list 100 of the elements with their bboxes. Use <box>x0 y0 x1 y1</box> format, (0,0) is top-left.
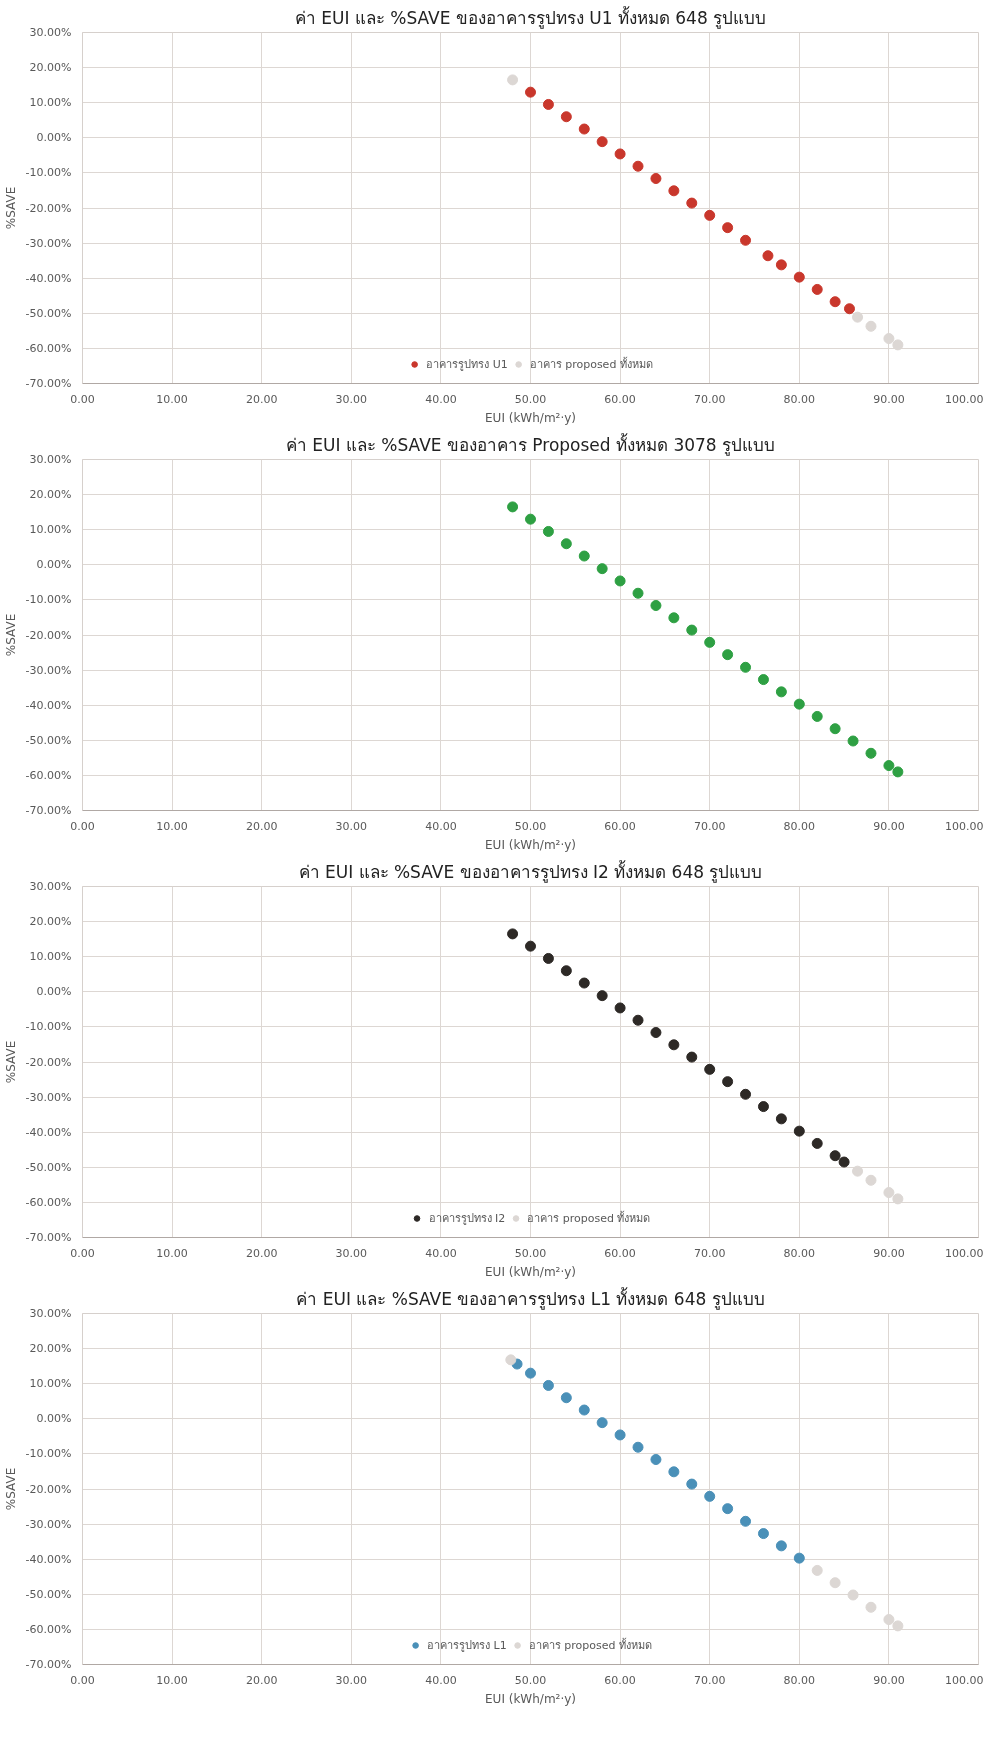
chart-title: ค่า EUI และ %SAVE ของอาคารรูปทรง U1 ทั้งหมด 648 รูปแบบ <box>294 5 767 29</box>
point <box>596 563 608 575</box>
x-tick-label: 40.00 <box>425 819 457 833</box>
point <box>578 123 590 135</box>
point <box>560 965 572 977</box>
x-tick-label: 0.00 <box>70 392 95 406</box>
point <box>650 600 662 612</box>
point <box>668 1466 680 1478</box>
point <box>704 1063 716 1075</box>
x-tick-label: 0.00 <box>70 1246 95 1260</box>
point <box>892 339 904 351</box>
y-axis-title: %SAVE <box>3 613 18 657</box>
point <box>892 766 904 778</box>
point <box>525 86 536 98</box>
point <box>560 538 572 550</box>
x-tick-label: 90.00 <box>873 1246 905 1260</box>
x-tick-label: 70.00 <box>693 392 726 406</box>
legend-label: อาคาร proposed ทั้งหมด <box>527 1210 651 1227</box>
y-tick-label: 30.00% <box>29 1307 72 1320</box>
point <box>883 760 895 772</box>
point <box>811 283 823 295</box>
x-tick-label: 90.00 <box>873 1673 905 1687</box>
point <box>668 1039 680 1051</box>
point <box>775 1113 787 1125</box>
y-tick-label: -10.00% <box>25 1020 72 1034</box>
point <box>668 185 680 197</box>
y-tick-label: 10.00% <box>29 1377 72 1391</box>
point <box>614 575 626 587</box>
x-tick-label: 90.00 <box>873 819 905 833</box>
point <box>865 320 877 332</box>
x-tick-label: 30.00 <box>335 1246 368 1260</box>
y-tick-label: -60.00% <box>25 1622 72 1636</box>
x-tick-label: 50.00 <box>514 1246 547 1260</box>
y-tick-label: -20.00% <box>25 1482 72 1496</box>
point <box>632 1441 644 1453</box>
y-tick-label: 20.00% <box>29 915 72 929</box>
x-tick-label: 30.00 <box>335 1673 368 1687</box>
x-tick-label: 80.00 <box>783 819 816 833</box>
point <box>542 525 554 537</box>
point <box>542 98 554 110</box>
point <box>865 1174 877 1186</box>
y-tick-label: -30.00% <box>25 236 72 250</box>
point <box>578 1404 590 1416</box>
y-tick-label: 10.00% <box>29 523 72 537</box>
point <box>740 1088 752 1100</box>
y-tick-label: 30.00% <box>29 26 72 39</box>
y-tick-label: 30.00% <box>29 453 72 466</box>
point <box>650 173 662 185</box>
point <box>686 197 698 209</box>
x-tick-label: 20.00 <box>245 392 278 406</box>
y-tick-label: -40.00% <box>25 1125 72 1139</box>
y-tick-label: -50.00% <box>25 306 72 320</box>
legend-label: อาคาร proposed ทั้งหมด <box>529 356 653 373</box>
x-tick-label: 60.00 <box>604 819 636 833</box>
x-tick-label: 100.00 <box>945 1673 984 1687</box>
point <box>650 1027 662 1039</box>
point <box>829 1577 841 1589</box>
x-tick-label: 100.00 <box>945 392 984 406</box>
y-tick-label: -60.00% <box>25 768 72 782</box>
point <box>847 1589 859 1601</box>
y-tick-label: -50.00% <box>25 1587 72 1601</box>
x-tick-label: 100.00 <box>945 1246 984 1260</box>
point <box>757 1528 769 1540</box>
x-tick-label: 10.00 <box>156 819 188 833</box>
x-tick-label: 100.00 <box>945 819 984 833</box>
point <box>757 674 769 686</box>
point <box>542 1379 554 1391</box>
x-tick-label: 80.00 <box>783 1673 816 1687</box>
x-tick-label: 80.00 <box>783 392 816 406</box>
point <box>596 990 608 1002</box>
point <box>686 1478 698 1490</box>
point <box>775 686 787 698</box>
y-tick-label: -70.00% <box>25 377 72 390</box>
point <box>838 1156 850 1168</box>
point <box>507 501 519 513</box>
y-tick-label: -60.00% <box>25 1195 72 1209</box>
x-tick-label: 20.00 <box>245 1673 278 1687</box>
x-tick-label: 40.00 <box>425 1673 457 1687</box>
chart-title: ค่า EUI และ %SAVE ของอาคารรูปทรง I2 ทั้งหมด 648 รูปแบบ <box>298 859 763 883</box>
x-tick-label: 40.00 <box>425 392 457 406</box>
point <box>852 311 864 323</box>
point <box>614 1002 626 1014</box>
point <box>811 710 823 722</box>
y-tick-label: -10.00% <box>25 593 72 607</box>
point <box>525 1367 536 1379</box>
point <box>775 259 787 271</box>
legend-label: อาคารรูปทรง U1 <box>426 357 508 373</box>
chart-title: ค่า EUI และ %SAVE ของอาคาร Proposed ทั้งหมด 3078 รูปแบบ <box>285 432 776 456</box>
y-tick-label: -30.00% <box>25 1090 72 1104</box>
point <box>883 1614 895 1626</box>
x-tick-label: 60.00 <box>604 1673 636 1687</box>
point <box>722 222 734 234</box>
y-tick-label: 0.00% <box>36 558 72 572</box>
y-tick-label: -70.00% <box>25 1231 72 1244</box>
x-tick-label: 50.00 <box>514 1673 547 1687</box>
x-axis-title: EUI (kWh/m²·y) <box>485 1264 576 1279</box>
point <box>843 303 855 315</box>
point <box>507 928 519 940</box>
y-tick-label: 10.00% <box>29 96 72 110</box>
x-axis-title: EUI (kWh/m²·y) <box>485 1691 576 1706</box>
